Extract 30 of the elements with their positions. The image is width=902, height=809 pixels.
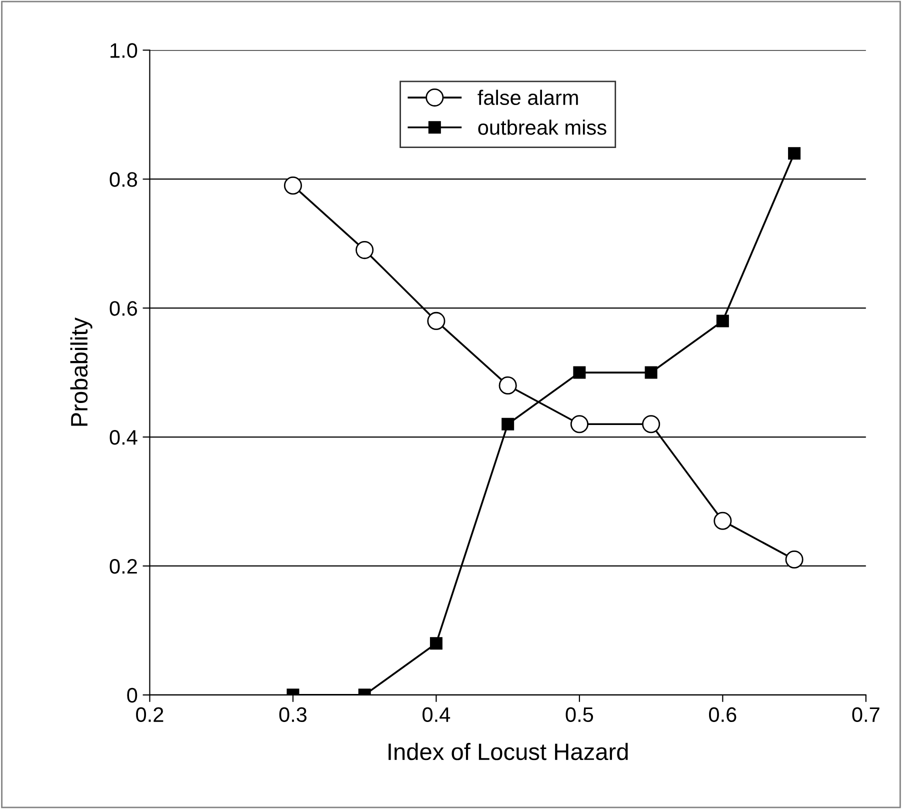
legend-label: false alarm xyxy=(478,90,578,106)
point xyxy=(570,415,588,434)
y-tick-label: 1.0 xyxy=(110,43,138,58)
point xyxy=(788,147,801,160)
x-tick-label: 0.3 xyxy=(279,707,307,722)
point xyxy=(498,376,517,394)
y-tick-label: 0.4 xyxy=(110,430,138,445)
y-tick-label: 0.2 xyxy=(110,558,137,574)
point xyxy=(427,312,446,330)
x-tick-label: 0.5 xyxy=(566,707,594,722)
y-tick-label: 0 xyxy=(127,688,138,703)
x-tick-label: 0.4 xyxy=(422,707,450,722)
x-tick-label: 0.2 xyxy=(136,707,164,722)
point xyxy=(716,314,729,328)
point xyxy=(356,241,374,260)
point xyxy=(502,418,514,430)
point xyxy=(785,550,804,569)
x-axis-title: Index of Locust Hazard xyxy=(388,742,628,760)
x-tick-label: 0.7 xyxy=(852,707,880,722)
point xyxy=(573,366,586,379)
point xyxy=(714,512,732,530)
point xyxy=(642,415,660,434)
y-tick-label: 0.6 xyxy=(110,301,138,316)
x-tick-label: 0.6 xyxy=(709,707,736,722)
point xyxy=(430,637,442,650)
point xyxy=(644,366,658,379)
legend-label: outbreak miss xyxy=(478,120,606,135)
point xyxy=(284,176,302,195)
y-axis-title: Probability xyxy=(70,317,92,426)
y-tick-label: 0.8 xyxy=(110,172,138,187)
